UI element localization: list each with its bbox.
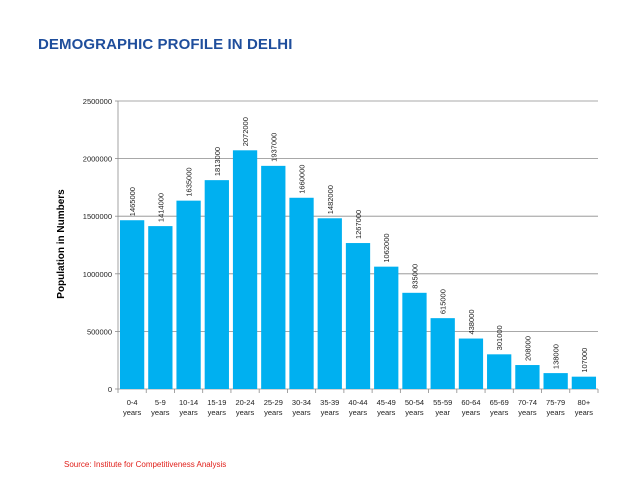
data-label-4: 2072000 [241, 117, 250, 146]
x-category-sublabel-16: years [575, 408, 594, 417]
x-category-sublabel-6: years [292, 408, 311, 417]
data-label-11: 615000 [439, 289, 448, 314]
data-label-3: 1813000 [213, 147, 222, 176]
x-category-sublabel-2: years [179, 408, 198, 417]
x-category-label-4: 20-24 [235, 398, 254, 407]
y-axis-ticks: 0 500000 1000000 1500000 2000000 2500000 [83, 97, 118, 394]
x-category-sublabel-8: years [349, 408, 368, 417]
bar-9 [374, 266, 399, 389]
x-category-sublabel-11: year [435, 408, 450, 417]
x-category-sublabel-15: years [546, 408, 565, 417]
bar-5 [261, 165, 286, 389]
x-category-label-0: 0-4 [127, 398, 138, 407]
x-category-label-6: 30-34 [292, 398, 311, 407]
x-category-sublabel-3: years [208, 408, 227, 417]
bar-12 [458, 338, 484, 389]
bar-13 [487, 354, 512, 389]
bar-1 [148, 226, 173, 389]
data-label-7: 1482000 [326, 185, 335, 214]
data-label-6: 1660000 [298, 165, 307, 194]
x-category-label-13: 65-69 [490, 398, 509, 407]
bar-7 [317, 218, 342, 389]
page-title: DEMOGRAPHIC PROFILE IN DELHI [38, 36, 293, 53]
x-category-label-1: 5-9 [155, 398, 166, 407]
x-axis-categories: 0-4years5-9years10-14years15-19years20-2… [123, 398, 593, 417]
x-category-label-3: 15-19 [207, 398, 226, 407]
bar-16 [571, 376, 597, 389]
x-category-label-8: 40-44 [348, 398, 367, 407]
data-label-1: 1414000 [156, 193, 165, 222]
y-tick-label-3: 1500000 [83, 212, 112, 221]
x-category-label-12: 60-64 [461, 398, 480, 407]
x-category-sublabel-10: years [405, 408, 424, 417]
x-category-label-15: 75-79 [546, 398, 565, 407]
x-category-label-16: 80+ [578, 398, 591, 407]
data-label-9: 1062000 [382, 233, 391, 262]
x-category-sublabel-12: years [462, 408, 481, 417]
bar-14 [515, 365, 540, 389]
data-label-15: 138000 [552, 344, 561, 369]
y-tick-label-5: 2500000 [83, 97, 112, 106]
x-category-sublabel-13: years [490, 408, 509, 417]
x-category-sublabel-1: years [151, 408, 170, 417]
y-tick-label-0: 0 [108, 385, 112, 394]
bar-3 [204, 180, 229, 389]
y-tick-label-1: 500000 [87, 327, 112, 336]
bar-10 [402, 292, 427, 389]
x-category-label-5: 25-29 [264, 398, 283, 407]
x-category-sublabel-14: years [518, 408, 537, 417]
data-labels: 1465000 1414000 1635000 1813000 2072000 19370… [128, 117, 589, 373]
data-label-10: 835000 [410, 264, 419, 289]
bar-15 [543, 373, 568, 389]
x-category-label-2: 10-14 [179, 398, 198, 407]
data-label-5: 1937000 [269, 133, 278, 162]
bar-0 [119, 220, 145, 389]
x-category-label-7: 35-39 [320, 398, 339, 407]
bar-11 [430, 318, 455, 389]
x-category-sublabel-9: years [377, 408, 396, 417]
bar-6 [289, 197, 314, 389]
x-category-label-14: 70-74 [518, 398, 537, 407]
x-category-label-10: 50-54 [405, 398, 424, 407]
bars [117, 101, 599, 393]
bar-8 [345, 243, 371, 389]
data-label-12: 438000 [467, 310, 476, 335]
x-category-sublabel-7: years [321, 408, 340, 417]
data-label-8: 1267000 [354, 210, 363, 239]
x-category-sublabel-0: years [123, 408, 142, 417]
bar-2 [176, 200, 201, 389]
x-category-sublabel-4: years [236, 408, 255, 417]
data-label-0: 1465000 [128, 187, 137, 216]
x-category-sublabel-5: years [264, 408, 283, 417]
bar-4 [232, 150, 258, 389]
y-tick-label-2: 1000000 [83, 270, 112, 279]
data-label-16: 107000 [580, 348, 589, 373]
y-axis-title: Population in Numbers [56, 189, 67, 299]
x-category-label-11: 55-59 [433, 398, 452, 407]
data-label-2: 1635000 [185, 167, 194, 196]
y-tick-label-4: 2000000 [83, 155, 112, 164]
source-note: Source: Institute for Competitiveness An… [64, 460, 227, 469]
data-label-13: 301000 [495, 325, 504, 350]
x-category-label-9: 45-49 [377, 398, 396, 407]
data-label-14: 208000 [523, 336, 532, 361]
